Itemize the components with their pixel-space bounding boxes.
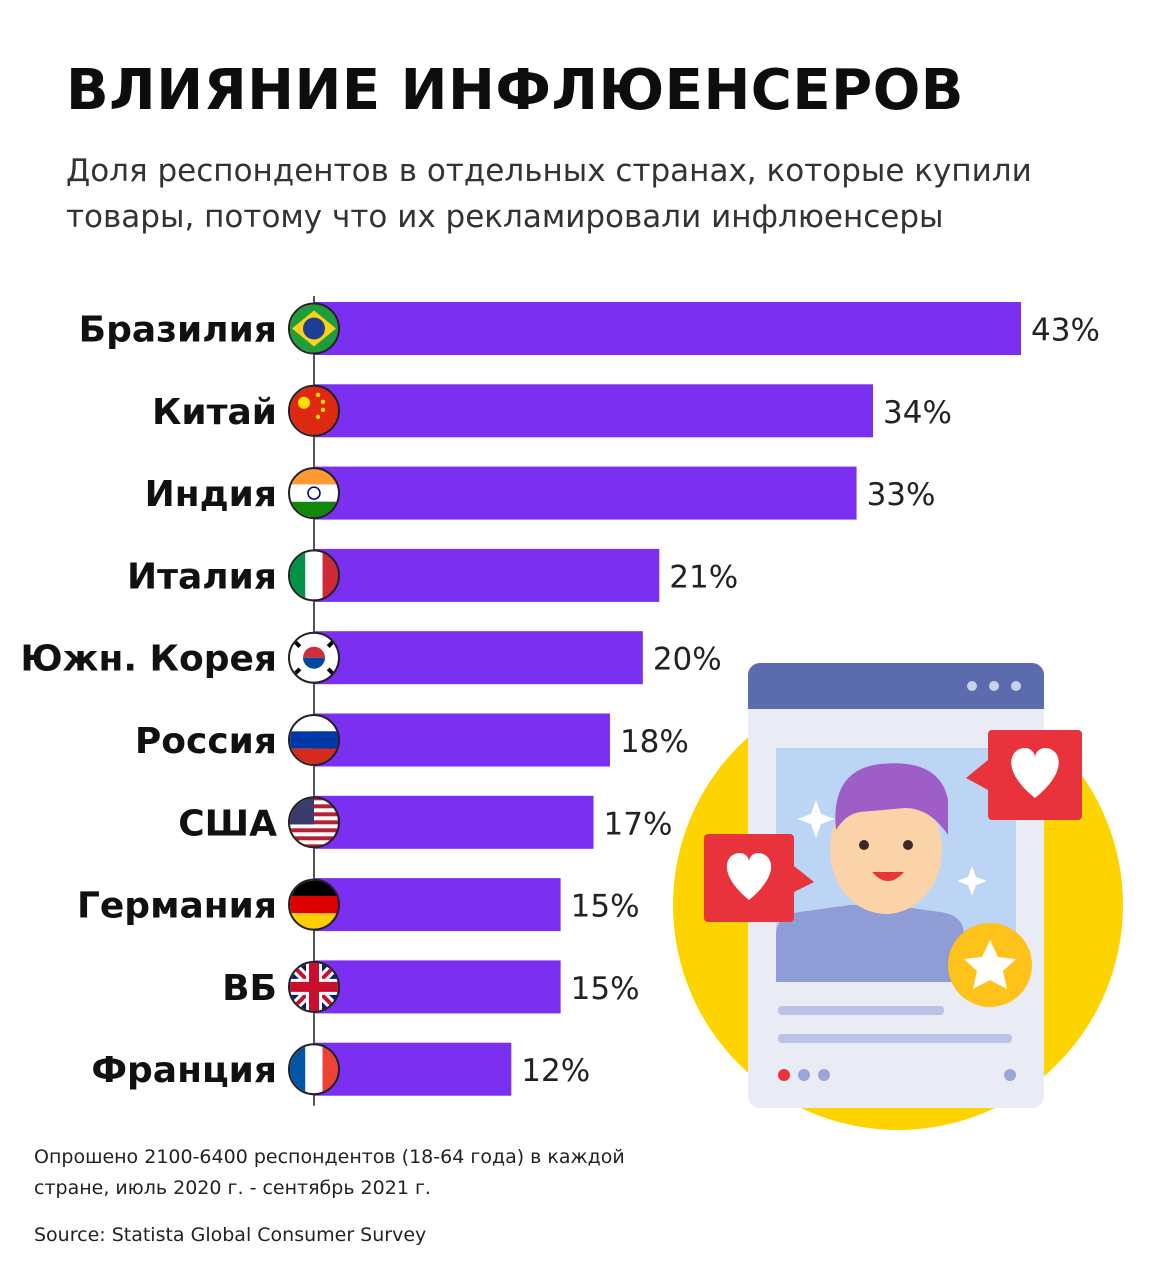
bar xyxy=(314,878,561,932)
menu-dots-icon xyxy=(967,681,977,691)
brazil-flag-icon xyxy=(288,302,340,355)
person-hair xyxy=(835,763,948,835)
value-label: 34% xyxy=(883,395,952,431)
category-label: США xyxy=(178,803,277,844)
south-korea-flag-icon xyxy=(288,631,340,684)
page-subtitle: Доля респондентов в отдельных странах, к… xyxy=(66,153,1032,235)
heart-bubble-icon xyxy=(966,730,1082,820)
category-label: Германия xyxy=(77,886,277,927)
value-label: 12% xyxy=(521,1053,590,1089)
value-label: 33% xyxy=(867,477,936,513)
france-flag-icon xyxy=(288,1043,340,1096)
value-label: 18% xyxy=(620,724,689,760)
category-label: Италия xyxy=(127,556,277,597)
category-label: ВБ xyxy=(222,968,277,1009)
survey-footnote: Опрошено 2100-6400 респондентов (18-64 г… xyxy=(34,1146,625,1199)
category-label: Россия xyxy=(135,721,277,762)
bar xyxy=(314,548,660,602)
bar xyxy=(314,1042,512,1096)
value-label: 20% xyxy=(653,642,722,678)
source-note: Source: Statista Global Consumer Survey xyxy=(34,1224,427,1246)
value-label: 15% xyxy=(571,971,640,1007)
value-label: 17% xyxy=(604,806,673,842)
bar xyxy=(314,302,1021,355)
page-title: ВЛИЯНИЕ ИНФЛЮЕНСЕРОВ xyxy=(66,58,964,123)
category-label: Индия xyxy=(145,474,277,515)
uk-flag-icon xyxy=(288,960,340,1013)
russia-flag-icon xyxy=(288,714,340,766)
china-flag-icon xyxy=(288,384,340,437)
person-body xyxy=(776,905,964,982)
bar xyxy=(314,795,594,849)
bar xyxy=(314,713,610,767)
italy-flag-icon xyxy=(288,549,340,602)
category-label: Южн. Корея xyxy=(20,639,277,680)
value-label: 21% xyxy=(669,559,738,595)
person-face xyxy=(830,786,942,914)
category-label: Бразилия xyxy=(79,310,277,351)
india-flag-icon xyxy=(288,467,340,520)
germany-flag-icon xyxy=(288,878,340,931)
heart-bubble-icon xyxy=(704,834,814,922)
category-label: Китай xyxy=(152,392,277,433)
category-label: Франция xyxy=(91,1050,277,1091)
bar xyxy=(314,384,874,438)
sparkle-icon xyxy=(797,800,835,838)
value-label: 15% xyxy=(571,889,640,925)
value-label: 43% xyxy=(1031,313,1100,349)
bar-chart: Бразилия 43% Китай 34% Индия 33% Италия 21% Южн.… xyxy=(20,296,1100,1106)
usa-flag-icon xyxy=(288,796,340,849)
bar xyxy=(314,466,857,520)
bar xyxy=(314,960,561,1014)
bar xyxy=(314,631,643,685)
